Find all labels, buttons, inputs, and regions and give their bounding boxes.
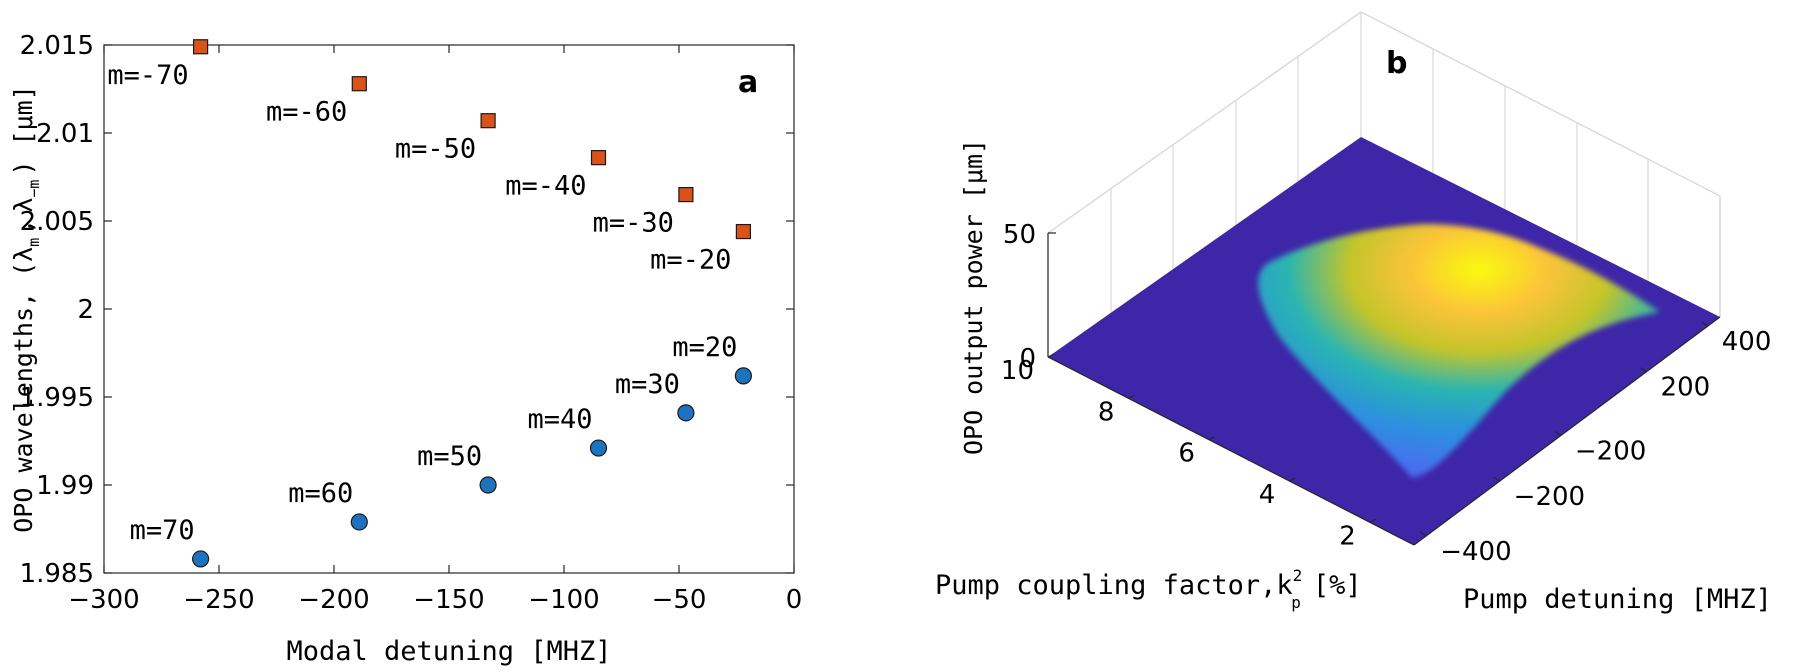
k-tick-mark: [1369, 518, 1377, 523]
x-tick-label: −200: [298, 585, 369, 615]
x-tick-label: −50: [652, 585, 707, 615]
circle-point: [350, 513, 368, 531]
square-point: [480, 113, 496, 129]
panel-a-axes-box: [103, 44, 795, 574]
x-tick-label: −300: [68, 585, 139, 615]
panel-b-detuning-axis-label: Pump detuning [MHZ]: [1463, 584, 1772, 615]
k-tick-label: 8: [1098, 397, 1115, 427]
x-tick-label: 0: [786, 585, 803, 615]
y-tick-label: 2: [77, 295, 94, 325]
panel-a-x-ticks: −300 −250 −200 −150 −100 −50 0: [68, 45, 802, 615]
panel-b-k-ticks: 2 4 6 8 10: [1001, 353, 1377, 551]
panel-a-x-axis-label: Modal detuning [MHZ]: [286, 636, 611, 667]
y-tick-label: 1.99: [36, 471, 94, 501]
panel-b-front-axes: [1047, 316, 1721, 546]
point-label: m=50: [417, 441, 482, 472]
detuning-tick-mark: [1493, 476, 1501, 482]
point-label: m=-50: [395, 134, 476, 165]
detuning-tick-mark: [1554, 431, 1562, 437]
panel-b-letter: b: [1386, 46, 1407, 81]
y-tick-label: 1.995: [20, 383, 94, 413]
square-point: [351, 76, 367, 92]
panel-b-back-grid: [1047, 11, 1721, 357]
y-tick-label: 1.985: [20, 559, 94, 589]
k-tick-mark: [1047, 353, 1055, 358]
k-tick-label: 4: [1259, 480, 1276, 510]
square-point: [735, 223, 752, 240]
y-tick-label: 2.015: [20, 31, 94, 61]
z-tick-label-50: 50: [1003, 220, 1036, 250]
circle-point: [192, 550, 210, 568]
panel-a: −300 −250 −200 −150 −100 −50 0 1.985 1.99 1.995 2…: [9, 31, 802, 667]
point-label: m=30: [615, 369, 680, 400]
detuning-tick-mark: [1640, 367, 1647, 373]
k-tick-mark: [1208, 436, 1216, 441]
point-label: m=-70: [107, 60, 188, 91]
panel-b-k-axis-label: Pump coupling factor,k2 p[%]: [935, 566, 1362, 612]
point-label: m=-40: [505, 171, 586, 202]
panel-a-letter: a: [738, 65, 758, 100]
panel-b-z-axis-label: OPO output power [μm]: [959, 139, 988, 455]
detuning-tick-mark: [1701, 321, 1709, 327]
circle-point: [589, 439, 608, 457]
circle-point: [734, 367, 753, 385]
point-label: m=20: [672, 332, 737, 363]
detuning-tick-label: −200: [1514, 482, 1585, 512]
point-label: m=40: [527, 404, 592, 435]
detuning-tick-label: 400: [1722, 327, 1772, 357]
point-label: m=-20: [650, 245, 731, 276]
detuning-tick-label: 200: [1661, 373, 1711, 403]
square-point: [590, 150, 607, 166]
k-tick-mark: [1289, 477, 1296, 482]
x-tick-label: −100: [528, 585, 599, 615]
point-label: m=60: [288, 478, 353, 509]
detuning-tick-mark: [1419, 531, 1427, 537]
y-tick-label: 2.005: [20, 207, 94, 237]
point-label: m=-30: [593, 208, 674, 239]
z-tick-label-0: 0: [1019, 344, 1036, 374]
detuning-tick-label: −400: [1440, 537, 1511, 567]
x-tick-label: −250: [183, 585, 254, 615]
square-point: [678, 187, 694, 203]
x-tick-label: −150: [413, 585, 484, 615]
panel-a-y-axis-label: OPO wavelengths, (λm,λ−m) [μm]: [9, 85, 43, 533]
panel-a-data-marks: m=-70 m=-60 m=-50 m=-40m=-30 m=-20 m=70 m=60 m=…: [107, 39, 753, 568]
panel-a-y-ticks: 1.985 1.99 1.995 2 2.005 2.01 2.015: [20, 31, 794, 589]
panel-b-z-axis: [1047, 232, 1056, 358]
k-tick-mark: [1128, 394, 1135, 399]
circle-point: [479, 476, 497, 494]
point-label: m=70: [130, 515, 195, 546]
detuning-tick-label: −200: [1575, 437, 1646, 467]
surface-peak: [1258, 224, 1660, 478]
y-tick-label: 2.01: [36, 119, 94, 149]
circle-point: [677, 404, 695, 422]
k-tick-label: 6: [1178, 439, 1195, 469]
k-tick-label: 10: [1001, 356, 1034, 386]
point-label: m=-60: [266, 97, 347, 128]
square-point: [193, 39, 209, 55]
k-tick-label: 2: [1339, 521, 1356, 551]
